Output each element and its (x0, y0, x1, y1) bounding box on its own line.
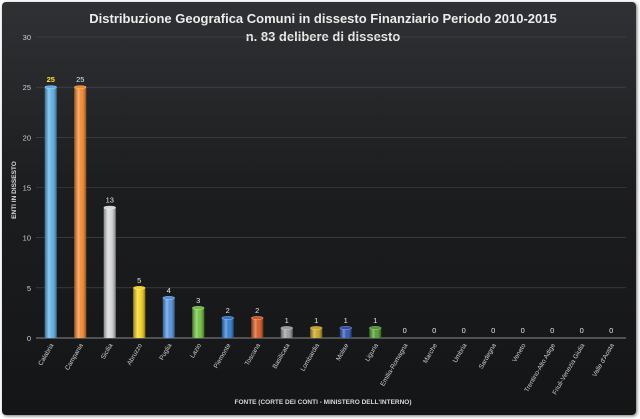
x-tick-label: Toscana (244, 342, 262, 367)
data-label: 2 (226, 306, 230, 315)
data-label: 13 (106, 196, 114, 205)
bar-top (369, 326, 382, 330)
data-label: 0 (491, 326, 495, 335)
data-label: 3 (196, 296, 200, 305)
bars (44, 85, 382, 339)
data-label: 0 (462, 326, 466, 335)
x-tick-label: Piemonte (213, 342, 233, 370)
bar-gloss (221, 317, 234, 338)
x-tick-label: Liguria (364, 342, 380, 363)
bar-top (280, 326, 293, 330)
data-label: 25 (76, 75, 84, 84)
y-tick-label: 0 (27, 334, 31, 343)
x-tick-label: Marche (422, 342, 439, 365)
chart-title: Distribuzione Geografica Comuni in disse… (89, 11, 556, 26)
x-tick-label: Lombardia (300, 342, 322, 372)
x-tick-label: Abruzzo (126, 342, 144, 366)
data-label: 1 (314, 316, 318, 325)
bar-gloss (339, 327, 352, 338)
data-label: 1 (285, 316, 289, 325)
data-label: 0 (550, 326, 554, 335)
x-tick-label: Valle d'Aosta (591, 342, 616, 378)
data-label: 4 (167, 286, 171, 295)
x-tick-label: Puglia (158, 342, 173, 361)
bar-gloss (133, 287, 146, 338)
x-tick-label: Sicilia (100, 342, 115, 361)
bar-top (74, 85, 87, 90)
x-tick-label: Veneto (511, 342, 527, 363)
x-tick-label: Campania (64, 342, 85, 371)
bar-gloss (310, 327, 323, 338)
y-tick-label: 30 (23, 33, 31, 42)
data-labels: 25 25 13 5 4 3 2 2 1 1 1 1 0 0 0 0 0 0 0 0 (47, 75, 614, 335)
bar-gloss (251, 317, 264, 338)
x-axis-labels: Calabria Campania Sicilia Abruzzo Puglia Lazi… (37, 342, 616, 396)
y-tick-label: 15 (23, 184, 31, 193)
data-label: 0 (609, 326, 613, 335)
data-label: 0 (580, 326, 584, 335)
bar-top (339, 326, 352, 330)
bar-top (162, 296, 175, 300)
y-tick-label: 10 (23, 234, 31, 243)
x-axis-label: FONTE (CORTE DEI CONTI - MINISTERO DELL'… (234, 399, 411, 406)
bar-gloss (369, 327, 382, 338)
data-label: 1 (373, 316, 377, 325)
y-tick-label: 25 (23, 83, 31, 92)
y-axis-label: ENTI IN DISSESTO (11, 161, 18, 219)
x-tick-label: Friuli-Venezia Giulia (552, 342, 587, 396)
bar-gloss (103, 207, 116, 338)
y-tick-label: 5 (27, 284, 31, 293)
data-label: 0 (521, 326, 525, 335)
x-tick-label: Umbria (452, 342, 469, 364)
bar-top (103, 205, 116, 210)
bar-gloss (74, 87, 87, 339)
data-label: 2 (255, 306, 259, 315)
data-label: 1 (344, 316, 348, 325)
bar-top (44, 85, 57, 90)
x-tick-label: Basilicata (272, 342, 292, 370)
chart-subtitle: n. 83 delibere di dissesto (246, 29, 401, 44)
bar-gloss (280, 327, 293, 338)
data-label: 0 (403, 326, 407, 335)
bar-top (310, 326, 323, 330)
data-label: 25 (47, 75, 55, 84)
bar-gloss (162, 297, 175, 338)
x-tick-label: Molise (335, 342, 351, 362)
y-tick-label: 20 (23, 133, 31, 142)
data-label: 0 (432, 326, 436, 335)
data-label: 5 (137, 276, 141, 285)
bar-top (251, 316, 264, 320)
gridlines (36, 36, 626, 339)
x-tick-label: Calabria (37, 342, 55, 367)
x-tick-label: Trentino-Alto Adige (523, 342, 557, 393)
bar-top (133, 285, 146, 290)
bar-top (192, 306, 205, 310)
bar-top (221, 316, 234, 320)
y-axis-ticks: 0 5 10 15 20 25 30 (23, 33, 31, 343)
x-tick-label: Emilia-Romagna (379, 342, 409, 387)
x-tick-label: Lazio (189, 342, 203, 359)
bar-gloss (44, 87, 57, 339)
x-tick-label: Sardegna (478, 342, 498, 370)
bar-gloss (192, 307, 205, 338)
